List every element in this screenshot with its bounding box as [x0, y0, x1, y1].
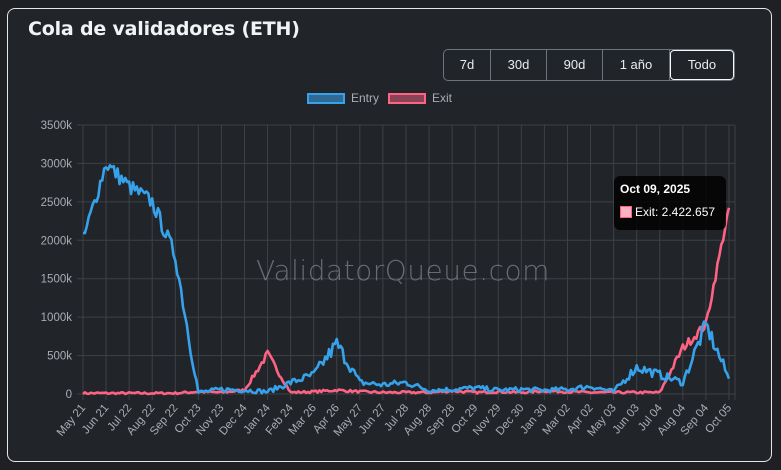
range-button-7d[interactable]: 7d	[444, 50, 491, 80]
range-button-Todo[interactable]: Todo	[670, 50, 734, 80]
exit-swatch-icon	[388, 92, 427, 104]
range-button-1-año[interactable]: 1 año	[603, 50, 670, 80]
y-tick-label: 3000k	[41, 158, 73, 170]
page-title: Cola de validadores (ETH)	[28, 18, 300, 40]
entry-series-line[interactable]	[82, 164, 731, 395]
y-tick-label: 1500k	[41, 274, 73, 286]
y-tick-label: 2500k	[41, 197, 73, 209]
chart-legend: Entry Exit	[307, 91, 461, 105]
y-tick-label: 2000k	[41, 235, 73, 247]
y-tick-label: 0	[66, 389, 72, 401]
tooltip-value: Exit: 2.422.657	[635, 205, 716, 219]
range-button-90d[interactable]: 90d	[547, 50, 603, 80]
y-tick-label: 1000k	[41, 312, 73, 324]
legend-item-exit[interactable]: Exit	[388, 91, 452, 105]
entry-swatch-icon	[307, 92, 345, 104]
legend-item-entry[interactable]: Entry	[307, 91, 379, 105]
legend-label-exit: Exit	[432, 91, 453, 105]
range-button-group: 7d 30d 90d 1 año Todo	[443, 49, 735, 81]
y-tick-label: 500k	[47, 351, 72, 363]
watermark: ValidatorQueue.com	[256, 254, 550, 287]
tooltip-swatch-icon	[620, 206, 632, 218]
exit-series-line[interactable]	[82, 207, 731, 396]
range-button-30d[interactable]: 30d	[491, 50, 547, 80]
legend-label-entry: Entry	[351, 91, 380, 105]
y-tick-label: 3500k	[41, 120, 73, 132]
chart-tooltip: Oct 09, 2025 Exit: 2.422.657	[614, 176, 726, 230]
x-tick-label: May 21	[55, 402, 88, 439]
tooltip-title: Oct 09, 2025	[620, 182, 691, 196]
